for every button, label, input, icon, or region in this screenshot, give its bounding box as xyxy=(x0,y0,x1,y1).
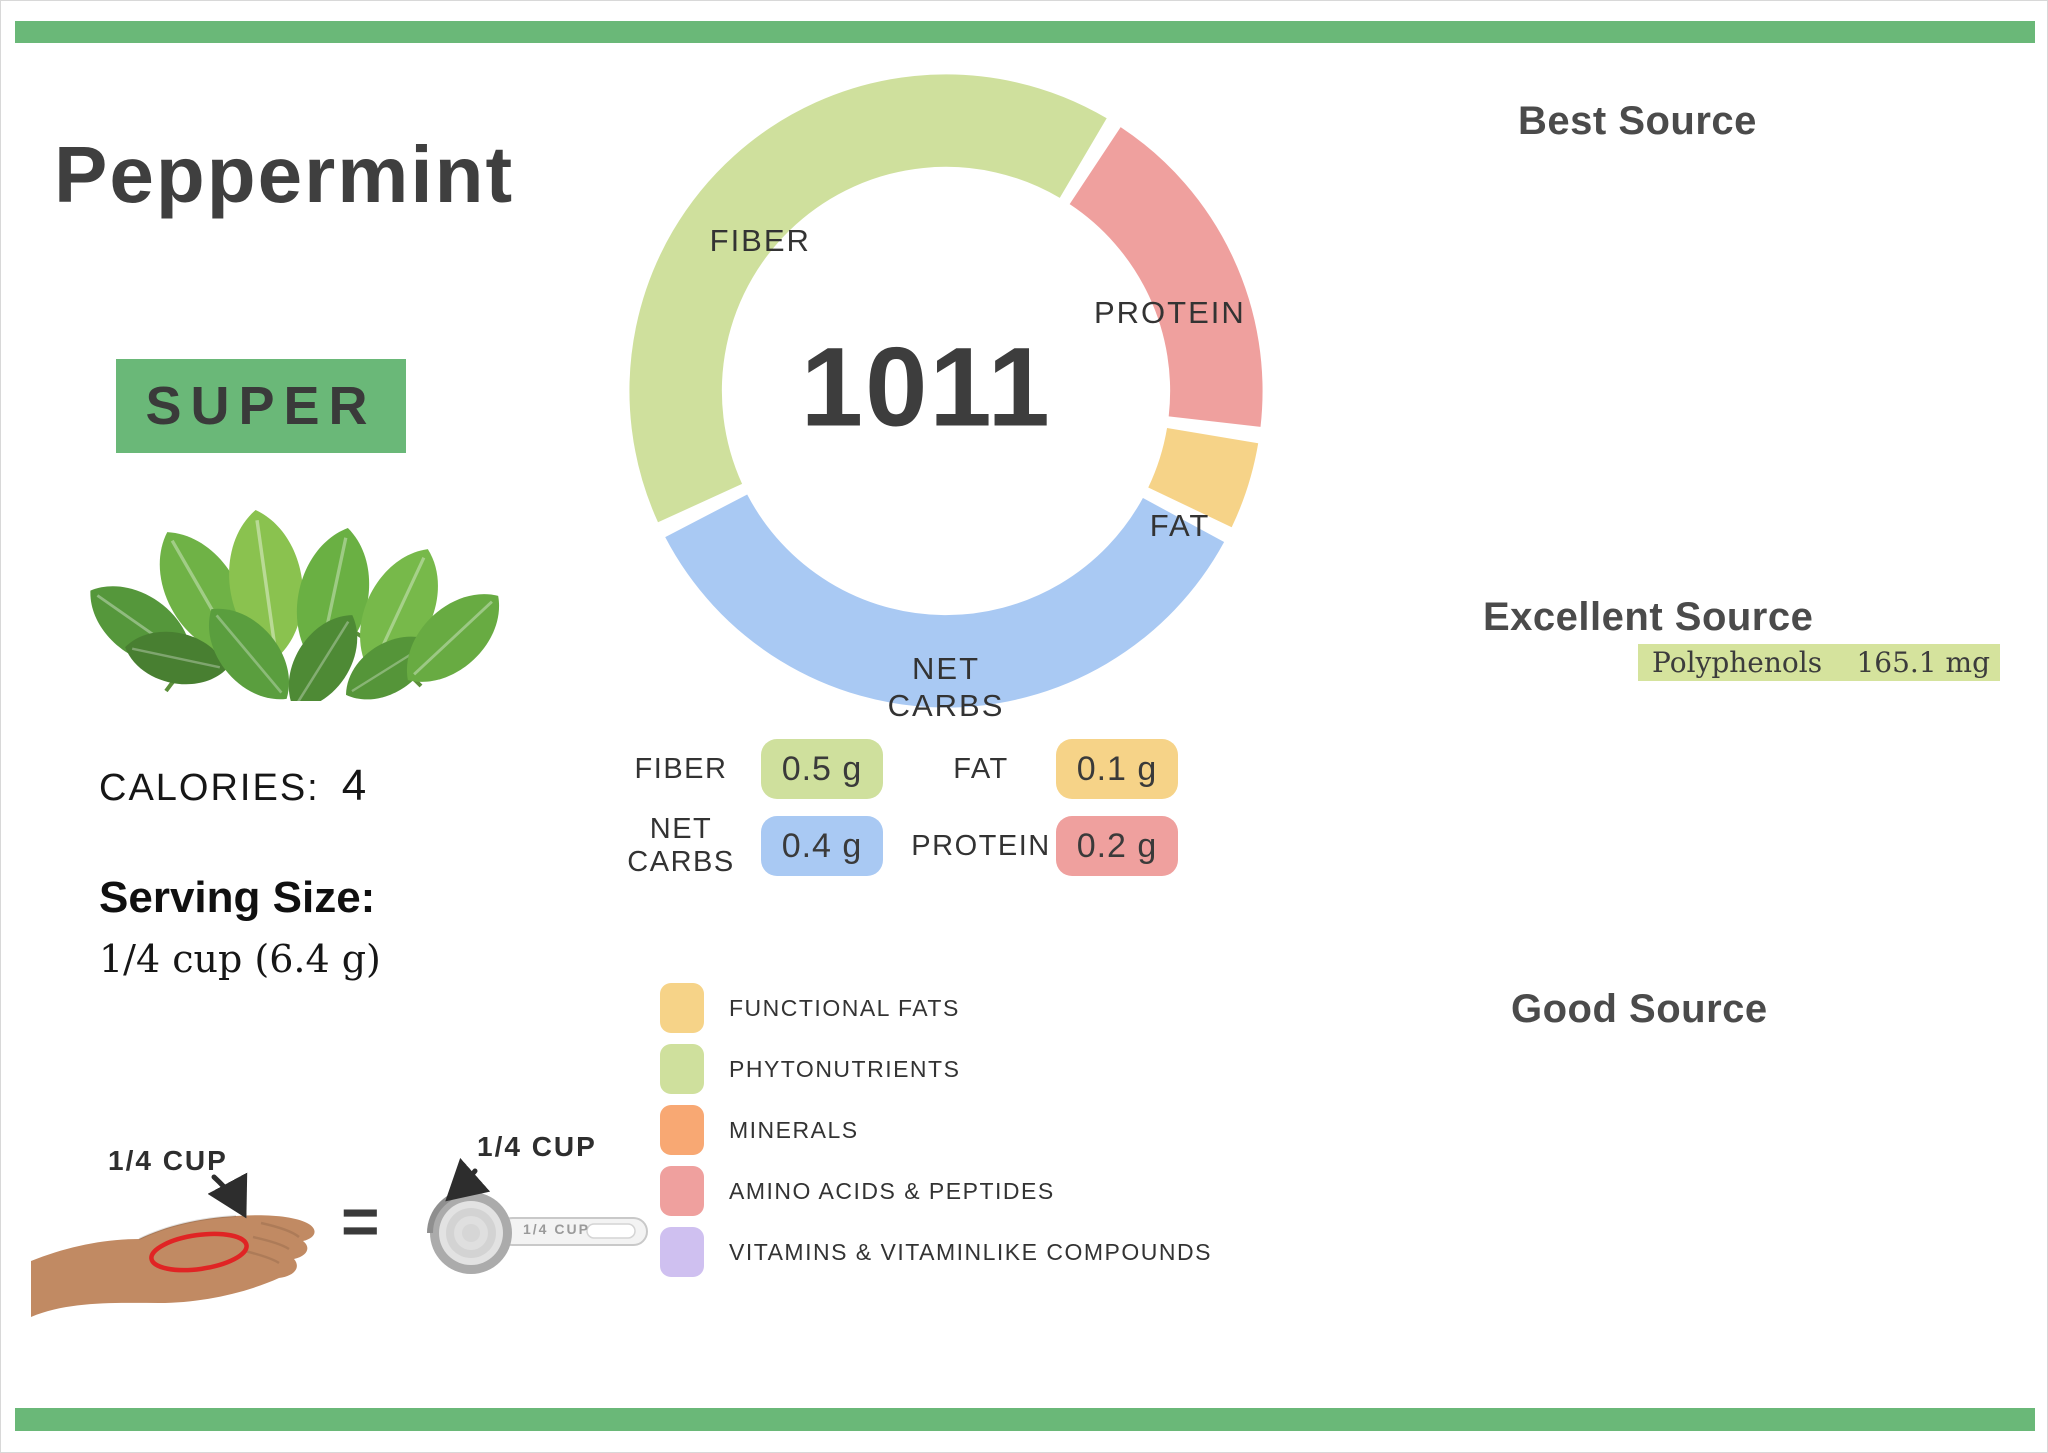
donut-label-protein: PROTEIN xyxy=(1093,294,1246,330)
donut-label-fiber: FIBER xyxy=(709,222,811,258)
palm-portion-red-circle xyxy=(149,1231,249,1273)
legend-item-amino-acids: AMINO ACIDS & PEPTIDES xyxy=(660,1166,1212,1216)
good-source-heading: Good Source xyxy=(1511,987,1768,1031)
amino-acids-swatch xyxy=(660,1166,704,1216)
calories-value: 4 xyxy=(341,761,367,810)
net-carbs-chip-label: NET CARBS xyxy=(627,813,735,879)
peppermint-leaves-image xyxy=(90,509,500,701)
calories-label: CALORIES: xyxy=(99,767,320,809)
donut-svg xyxy=(629,74,1263,708)
macro-donut-chart: 1011 FIBER PROTEIN FAT NET CARBS xyxy=(628,73,1264,723)
measuring-cup-illustration xyxy=(427,1189,648,1274)
cup-arrow xyxy=(445,1157,491,1202)
bottom-accent-bar xyxy=(15,1408,2035,1431)
minerals-swatch xyxy=(660,1105,704,1155)
protein-value-chip: 0.2 g xyxy=(1056,816,1178,876)
fiber-chip-label: FIBER xyxy=(634,753,728,785)
vitamins-swatch xyxy=(660,1227,704,1277)
donut-segment-net-carbs xyxy=(665,493,1225,708)
serving-size-visual: 1/4 CUP = 1/4 CUP 1/4 CUP xyxy=(31,1131,671,1346)
donut-segment-protein xyxy=(1068,127,1263,427)
leaf-cluster xyxy=(90,509,500,701)
fiber-value-chip: 0.5 g xyxy=(761,739,883,799)
donut-label-fat: FAT xyxy=(1149,507,1211,543)
legend-item-functional-fats: FUNCTIONAL FATS xyxy=(660,983,1212,1033)
serving-size-label: Serving Size: xyxy=(99,873,376,922)
legend-item-minerals: MINERALS xyxy=(660,1105,1212,1155)
phytonutrients-swatch xyxy=(660,1044,704,1094)
excellent-source-heading: Excellent Source xyxy=(1483,595,1814,639)
excellent-source-item-polyphenols: Polyphenols 165.1 mg xyxy=(1638,644,2000,681)
legend-item-phytonutrients: PHYTONUTRIENTS xyxy=(660,1044,1212,1094)
serving-size-value: 1/4 cup (6.4 g) xyxy=(99,937,381,981)
nutrient-category-legend: FUNCTIONAL FATS PHYTONUTRIENTS MINERALS … xyxy=(660,983,1212,1277)
legend-item-vitamins: VITAMINS & VITAMINLIKE COMPOUNDS xyxy=(660,1227,1212,1277)
donut-label-net-carbs: NET CARBS xyxy=(887,650,1005,723)
best-source-heading: Best Source xyxy=(1518,99,1757,143)
donut-segment-fat xyxy=(1147,426,1259,528)
nutrient-name: Polyphenols xyxy=(1652,646,1823,679)
net-carbs-value-chip: 0.4 g xyxy=(761,816,883,876)
nutrient-amount: 165.1 mg xyxy=(1856,646,1990,679)
cup-handle-engraving: 1/4 CUP xyxy=(523,1221,590,1237)
donut-segment-fiber xyxy=(629,74,1107,523)
fat-value-chip: 0.1 g xyxy=(1056,739,1178,799)
hand-arrow xyxy=(207,1172,248,1219)
super-badge: SUPER xyxy=(116,359,406,453)
functional-fats-swatch xyxy=(660,983,704,1033)
cup-quantity-label: 1/4 CUP xyxy=(477,1131,597,1162)
hand-quantity-label: 1/4 CUP xyxy=(108,1145,228,1176)
equals-sign: = xyxy=(341,1184,380,1258)
protein-chip-label: PROTEIN xyxy=(911,830,1051,862)
cupped-hand-illustration xyxy=(31,1215,315,1317)
serving-visual-graphics xyxy=(31,1157,648,1317)
donut-center-score: 1011 xyxy=(800,324,1052,450)
fat-chip-label: FAT xyxy=(953,753,1009,785)
calories-stat: CALORIES: 4 xyxy=(99,761,366,811)
page-title: Peppermint xyxy=(54,130,515,219)
top-accent-bar xyxy=(15,21,2035,43)
